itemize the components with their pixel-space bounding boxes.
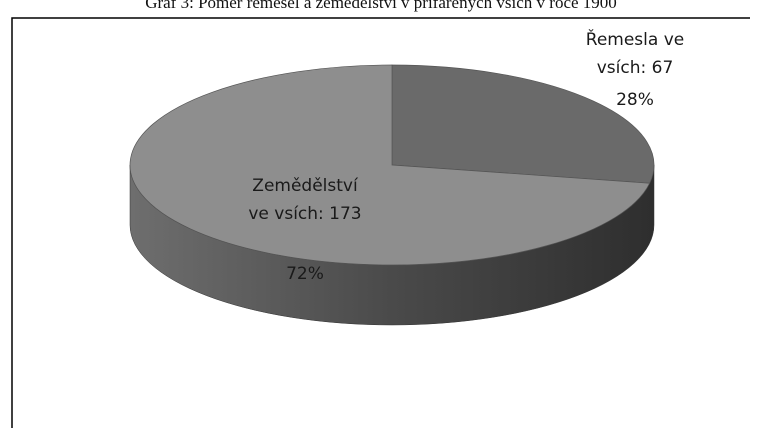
pie-slice bbox=[129, 64, 651, 266]
pie-slice bbox=[391, 64, 655, 184]
chart-border bbox=[11, 17, 750, 428]
data-label: Řemesla ve vsích: 67 bbox=[585, 30, 685, 78]
chart-title: Graf 3: Poměr řemesel a zemědělství v př… bbox=[145, 0, 617, 12]
data-label: Zemědělství ve vsích: 173 bbox=[248, 176, 362, 224]
percent-label: 72% bbox=[286, 264, 324, 284]
percent-label: 28% bbox=[616, 90, 654, 110]
